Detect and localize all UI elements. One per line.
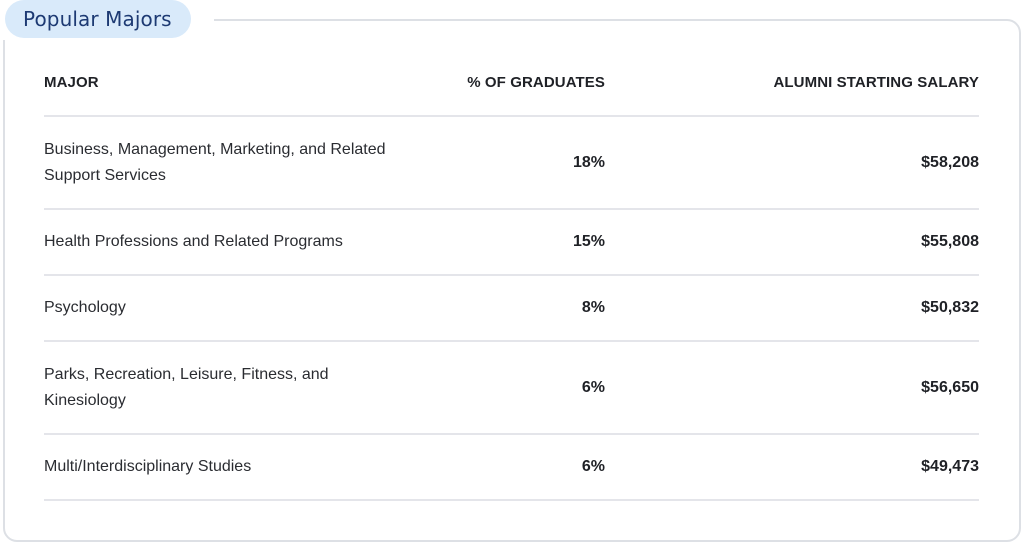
column-header-alumni-starting-salary: ALUMNI STARTING SALARY xyxy=(605,50,979,117)
percent-of-graduates: 6% xyxy=(444,434,605,501)
starting-salary: $56,650 xyxy=(605,341,979,435)
column-header-percent-of-graduates: % OF GRADUATES xyxy=(444,50,605,117)
major-name: Psychology xyxy=(44,275,444,342)
starting-salary: $49,473 xyxy=(605,434,979,501)
starting-salary: $50,832 xyxy=(605,275,979,342)
popular-majors-table: MAJOR % OF GRADUATES ALUMNI STARTING SAL… xyxy=(44,50,979,501)
section-title: Popular Majors xyxy=(23,7,172,31)
starting-salary: $55,808 xyxy=(605,209,979,276)
section-title-badge: Popular Majors xyxy=(5,0,191,38)
percent-of-graduates: 18% xyxy=(444,116,605,210)
starting-salary: $58,208 xyxy=(605,116,979,210)
percent-of-graduates: 8% xyxy=(444,275,605,342)
table-row: Health Professions and Related Programs … xyxy=(44,209,979,276)
table-header-row: MAJOR % OF GRADUATES ALUMNI STARTING SAL… xyxy=(44,50,979,117)
table-row: Business, Management, Marketing, and Rel… xyxy=(44,116,979,210)
major-name: Parks, Recreation, Leisure, Fitness, and… xyxy=(44,341,444,435)
major-name: Business, Management, Marketing, and Rel… xyxy=(44,116,444,210)
column-header-major: MAJOR xyxy=(44,50,444,117)
percent-of-graduates: 15% xyxy=(444,209,605,276)
table-row: Parks, Recreation, Leisure, Fitness, and… xyxy=(44,341,979,435)
table-row: Multi/Interdisciplinary Studies 6% $49,4… xyxy=(44,434,979,501)
major-name: Multi/Interdisciplinary Studies xyxy=(44,434,444,501)
percent-of-graduates: 6% xyxy=(444,341,605,435)
major-name: Health Professions and Related Programs xyxy=(44,209,444,276)
table-row: Psychology 8% $50,832 xyxy=(44,275,979,342)
